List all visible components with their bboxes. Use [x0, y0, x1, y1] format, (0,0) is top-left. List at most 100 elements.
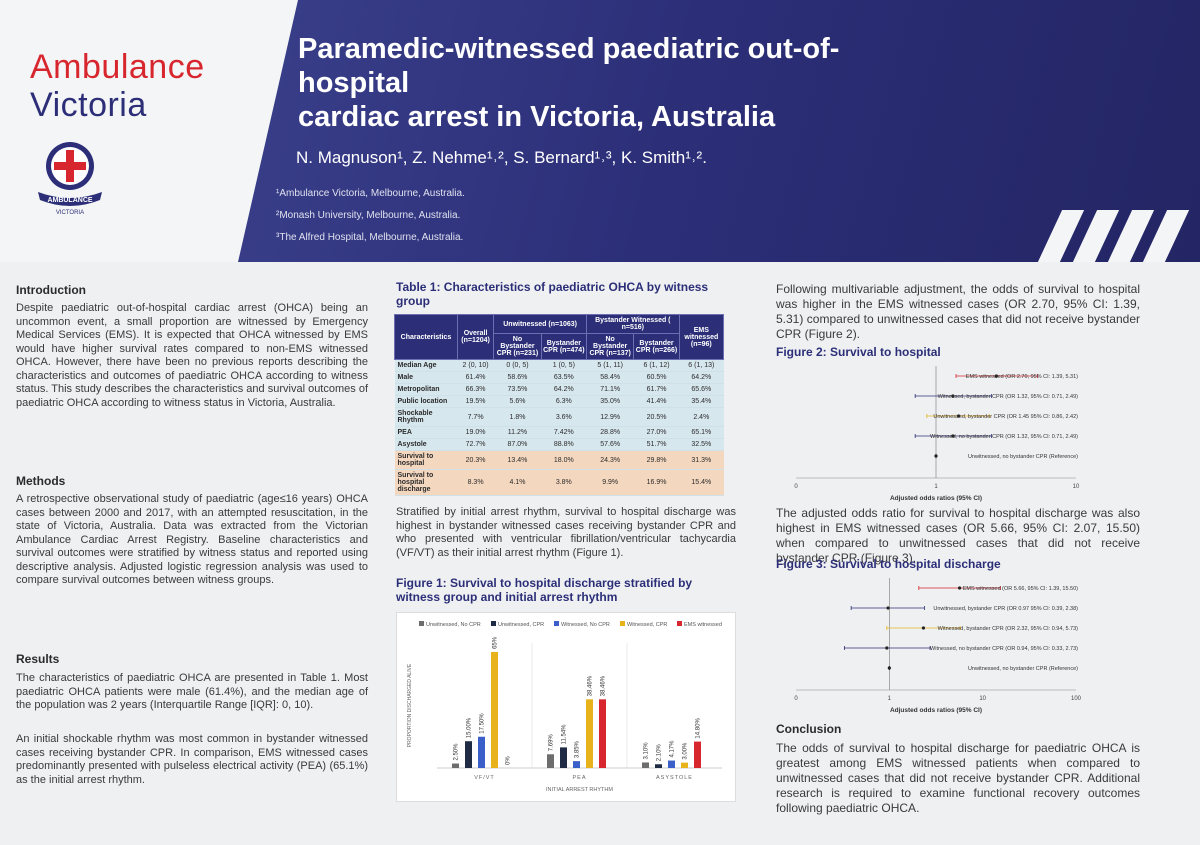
- odds-ratio-point: [934, 454, 938, 458]
- table-row: Survival to hospital discharge 8.3% 4.1% 3.…: [394, 469, 724, 496]
- legend-swatch: [491, 621, 496, 626]
- th-ems: EMS witnessed (n=96): [678, 314, 725, 360]
- table-cell: 41.4%: [633, 395, 680, 408]
- table-row: Male 61.4% 58.6% 63.5% 58.4% 60.5% 64.2%: [394, 371, 724, 384]
- table-cell: 64.2%: [679, 371, 724, 384]
- header-title-band: [238, 0, 1200, 262]
- table-row-label: PEA: [394, 426, 458, 439]
- bar-value-label: 2.10%: [657, 744, 663, 762]
- table-cell: 66.3%: [457, 383, 494, 396]
- figure1-title: Figure 1: Survival to hospital discharge…: [396, 576, 693, 604]
- table-cell: 58.4%: [586, 371, 634, 384]
- table-row-label: Asystole: [394, 438, 458, 451]
- legend-label: Unwitnessed, CPR: [498, 622, 544, 628]
- table-cell: 19.0%: [457, 426, 494, 439]
- bar: [642, 762, 649, 768]
- bar-value-label: 15.00%: [467, 717, 473, 738]
- figure1-panel: Unwitnessed, No CPR Unwitnessed, CPR Witne…: [396, 612, 736, 802]
- tick-label: 0: [794, 484, 798, 490]
- table-cell: 9.9%: [586, 469, 634, 496]
- tick-label: 1: [934, 484, 938, 490]
- results-text-1: The characteristics of paediatric OHCA a…: [16, 672, 368, 711]
- results-text-2: An initial shockable rhythm was most com…: [16, 733, 368, 786]
- tick-label: 100: [1071, 696, 1082, 702]
- table-row: Asystole 72.7% 87.0% 88.8% 57.6% 51.7% 32.5%: [394, 438, 724, 451]
- th-bystander: Bystander Witnessed ( n=516): [585, 314, 680, 334]
- table-cell: 19.5%: [457, 395, 494, 408]
- table-row: Public location 19.5% 5.6% 6.3% 35.0% 41.4% 35…: [394, 395, 724, 408]
- logo-ambulance: Ambulance: [30, 48, 205, 86]
- row-label: EMS witnessed (OR 5.66, 95% CI: 1.39, 15…: [963, 586, 1078, 592]
- affiliation-3: ³The Alfred Hospital, Melbourne, Austral…: [276, 232, 464, 243]
- legend-label: Witnessed, No CPR: [561, 622, 610, 628]
- table-cell: 31.3%: [679, 450, 724, 470]
- table-cell: 11.2%: [493, 426, 542, 439]
- table-cell: 6.3%: [541, 395, 587, 408]
- figure3-forest-plot: 0 1 10 100 Adjusted odds ratios (95% CI) EMS …: [794, 578, 1082, 714]
- table-cell: 61.4%: [457, 371, 494, 384]
- table-cell: 24.3%: [586, 450, 634, 470]
- ambulance-victoria-badge-icon: AMBULANCE VICTORIA: [38, 142, 102, 216]
- table-cell: 64.2%: [541, 383, 587, 396]
- table-row-label: Male: [394, 371, 458, 384]
- table-cell: 61.7%: [633, 383, 680, 396]
- odds-ratio-point: [951, 434, 955, 438]
- table-cell: 6 (1, 13): [679, 359, 724, 372]
- bar: [694, 741, 701, 768]
- bar-value-label: 3.85%: [575, 740, 581, 758]
- legend-swatch: [419, 621, 424, 626]
- bar: [452, 763, 459, 768]
- table-row: Shockable Rhythm 7.7% 1.8% 3.6% 12.9% 20.5% 2.…: [394, 407, 724, 427]
- bar-value-label: 17.50%: [480, 713, 486, 734]
- legend-label: Witnessed, CPR: [627, 622, 667, 628]
- figure2-forest-plot: 0 1 10 Adjusted odds ratios (95% CI) EMS wit…: [794, 366, 1080, 502]
- table-row: Median Age 2 (0, 10) 0 (0, 5) 1 (0, 5) 5 (1,…: [394, 359, 724, 372]
- bar-value-label: 65%: [493, 636, 499, 649]
- th-overall: Overall (n=1204): [456, 314, 495, 360]
- row-label: Unwitnessed, no bystander CPR (Reference…: [968, 666, 1078, 672]
- bar: [491, 651, 498, 768]
- table-cell: 35.4%: [679, 395, 724, 408]
- table-cell: 65.6%: [679, 383, 724, 396]
- table-cell: 63.5%: [541, 371, 587, 384]
- authors: N. Magnuson¹, Z. Nehme¹˒², S. Bernard¹˒³…: [296, 148, 707, 167]
- bar-value-label: 3.00%: [683, 742, 689, 760]
- odds-ratio-point: [956, 414, 961, 418]
- table-cell: 4.1%: [493, 469, 542, 496]
- table-cell: 7.7%: [457, 407, 494, 427]
- th-unwitnessed: Unwitnessed (n=1063): [493, 314, 587, 334]
- table-cell: 58.6%: [493, 371, 542, 384]
- table-cell: 73.5%: [493, 383, 542, 396]
- table-row: Survival to hospital 20.3% 13.4% 18.0% 24.3%…: [394, 450, 724, 470]
- table-cell: 60.5%: [633, 371, 680, 384]
- table1-title: Table 1: Characteristics of paediatric O…: [396, 280, 709, 308]
- table-cell: 32.5%: [679, 438, 724, 451]
- table-cell: 7.42%: [541, 426, 587, 439]
- table-cell: 65.1%: [679, 426, 724, 439]
- figure2-title: Figure 2: Survival to hospital: [776, 345, 941, 359]
- bar: [547, 754, 554, 768]
- bar: [560, 747, 567, 768]
- table-cell: 1 (0, 5): [541, 359, 587, 372]
- bar: [681, 762, 688, 768]
- table-cell: 3.8%: [541, 469, 587, 496]
- table-cell: 28.8%: [586, 426, 634, 439]
- bar-value-label: 3.10%: [644, 742, 650, 760]
- legend-label: Unwitnessed, No CPR: [426, 622, 481, 628]
- th-sub: Bystander CPR (n=266): [633, 333, 680, 360]
- table-cell: 6 (1, 12): [633, 359, 680, 372]
- table-row-label: Metropolitan: [394, 383, 458, 396]
- bar: [573, 761, 580, 768]
- bar-value-label: 14.80%: [696, 718, 702, 739]
- conclusion-heading: Conclusion: [776, 722, 842, 736]
- table-cell: 35.0%: [586, 395, 634, 408]
- characteristics-table: Characteristics Overall (n=1204) Unwitne…: [394, 314, 725, 496]
- x-axis-label: Adjusted odds ratios (95% CI): [890, 707, 982, 714]
- middle-text: Stratified by initial arrest rhythm, sur…: [396, 506, 736, 559]
- table-cell: 12.9%: [586, 407, 634, 427]
- table-cell: 13.4%: [493, 450, 542, 470]
- legend-swatch: [554, 621, 559, 626]
- table-cell: 3.6%: [541, 407, 587, 427]
- table-cell: 15.4%: [679, 469, 724, 496]
